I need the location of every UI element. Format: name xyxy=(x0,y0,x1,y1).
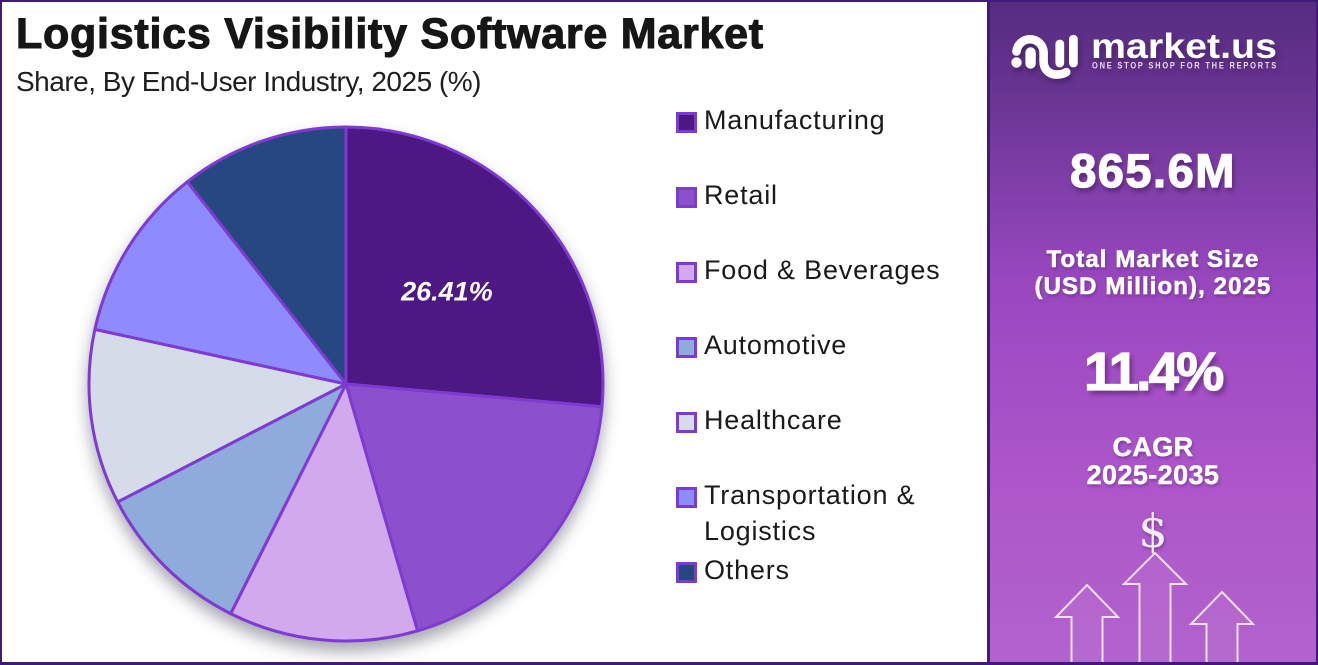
growth-arrows-icon xyxy=(1053,551,1256,662)
marketus-logo-icon xyxy=(1011,34,1078,79)
brand-tagline: ONE STOP SHOP FOR THE REPORTS xyxy=(1092,61,1278,71)
legend-swatch-icon xyxy=(676,187,697,208)
legend-swatch-icon xyxy=(676,112,697,133)
legend-swatch-icon xyxy=(676,337,697,358)
legend-item-others[interactable]: Others xyxy=(676,552,949,588)
legend-swatch-icon xyxy=(676,412,697,433)
pie-slice-retail[interactable] xyxy=(344,382,604,633)
dollar-icon: $ xyxy=(1138,504,1168,558)
legend-label: Food & Beverages xyxy=(704,255,941,285)
pie-data-label: 26.41% xyxy=(400,277,493,307)
brand-name: market.us xyxy=(1091,27,1277,66)
page-subtitle: Share, By End-User Industry, 2025 (%) xyxy=(16,66,481,97)
legend-label: Retail xyxy=(704,180,778,210)
cagr-label-line2: 2025-2035 xyxy=(1086,459,1220,490)
growth-arrow-left xyxy=(1053,583,1121,662)
pie-slice-others[interactable] xyxy=(185,125,348,386)
cagr-label-line1: CAGR xyxy=(1112,432,1194,462)
market-size-value: 865.6M xyxy=(1069,143,1236,197)
pie-slice-healthcare[interactable] xyxy=(87,327,348,504)
legend-label: Others xyxy=(704,555,790,585)
legend-swatch-icon xyxy=(676,262,697,283)
legend-label: Healthcare xyxy=(704,405,843,435)
cagr-value: 11.4% xyxy=(1084,341,1225,402)
cagr-label: CAGR 2025-2035 xyxy=(990,432,1316,490)
legend-swatch-icon xyxy=(676,562,697,583)
legend-label: Transportation & Logistics xyxy=(704,480,916,546)
pie-slice-automotive[interactable] xyxy=(116,382,348,616)
legend-label: Automotive xyxy=(704,330,848,360)
legend-item-healthcare[interactable]: Healthcare xyxy=(676,402,949,438)
page-title: Logistics Visibility Software Market xyxy=(15,9,764,58)
legend-label: Manufacturing xyxy=(704,105,886,135)
pie-slice-food-beverages[interactable] xyxy=(229,382,420,643)
legend-item-automotive[interactable]: Automotive xyxy=(676,327,949,363)
pie-slice-manufacturing[interactable] xyxy=(344,125,605,409)
legend-item-manufacturing[interactable]: Manufacturing xyxy=(676,102,949,138)
legend-swatch-icon xyxy=(676,487,697,508)
market-size-label-line2: (USD Million), 2025 xyxy=(1034,272,1272,300)
market-size-label-line1: Total Market Size xyxy=(1046,246,1260,273)
legend-item-retail[interactable]: Retail xyxy=(676,177,949,213)
legend-item-transportation-logistics[interactable]: Transportation & Logistics xyxy=(676,477,949,549)
pie-slice-transportation-logistics[interactable] xyxy=(93,180,348,386)
growth-arrow-right xyxy=(1188,590,1256,662)
pie-chart: 26.41% xyxy=(87,125,605,643)
sidebar: market.us ONE STOP SHOP FOR THE REPORTS … xyxy=(987,2,1316,662)
growth-arrow-middle xyxy=(1121,551,1189,662)
market-size-label: Total Market Size (USD Million), 2025 xyxy=(990,246,1316,300)
brand-logo: market.us ONE STOP SHOP FOR THE REPORTS xyxy=(1003,20,1303,104)
legend-item-food-beverages[interactable]: Food & Beverages xyxy=(676,252,949,288)
